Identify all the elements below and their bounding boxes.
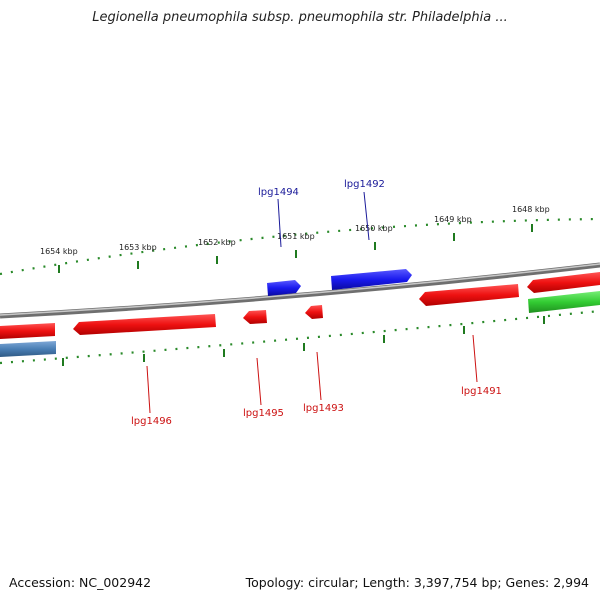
tick-label: 1652 kbp xyxy=(198,238,236,247)
topology-text: Topology: circular; Length: 3,397,754 bp… xyxy=(245,575,589,590)
leader-line-lpg1491 xyxy=(472,334,478,383)
gene-label-lpg1492[interactable]: lpg1492 xyxy=(344,179,385,190)
gene-left-edge-red[interactable] xyxy=(0,323,55,339)
genome-backbone-highlight xyxy=(0,263,600,316)
leader-line-lpg1496 xyxy=(146,365,151,414)
gene-left-edge-steel[interactable] xyxy=(0,341,56,357)
gene-label-lpg1495[interactable]: lpg1495 xyxy=(243,408,284,419)
tick-label: 1649 kbp xyxy=(434,215,472,224)
gene-lpg1492[interactable] xyxy=(331,269,412,290)
gene-lpg1495[interactable] xyxy=(243,310,267,324)
gene-lpg1491[interactable] xyxy=(419,284,519,306)
gene-label-lpg1494[interactable]: lpg1494 xyxy=(258,187,299,198)
gene-lpg1493[interactable] xyxy=(305,305,323,319)
outer-ticks xyxy=(58,224,533,273)
tick-label: 1653 kbp xyxy=(119,243,157,252)
gene-lpg1494[interactable] xyxy=(267,280,301,296)
leader-line-lpg1492 xyxy=(363,191,370,241)
gene-lpg1496[interactable] xyxy=(73,314,216,335)
leader-line-lpg1494 xyxy=(277,198,282,248)
gene-label-lpg1491[interactable]: lpg1491 xyxy=(461,386,502,397)
tick-label: 1654 kbp xyxy=(40,247,78,256)
tick-label: 1648 kbp xyxy=(512,205,550,214)
outer-scale-dots xyxy=(0,217,600,276)
gene-right-edge-red[interactable] xyxy=(527,272,600,293)
tick-label: 1651 kbp xyxy=(277,232,315,241)
gene-label-lpg1496[interactable]: lpg1496 xyxy=(131,416,172,427)
gene-label-lpg1493[interactable]: lpg1493 xyxy=(303,403,344,414)
inner-scale-dots xyxy=(0,309,600,365)
gene-right-edge-green[interactable] xyxy=(528,291,600,313)
leader-line-lpg1495 xyxy=(256,357,262,406)
inner-ticks xyxy=(62,316,545,366)
tick-label: 1650 kbp xyxy=(355,224,393,233)
map-title: Legionella pneumophila subsp. pneumophil… xyxy=(92,10,508,25)
genome-backbone xyxy=(0,262,600,319)
leader-line-lpg1493 xyxy=(316,351,322,401)
accession-text: Accession: NC_002942 xyxy=(9,575,152,590)
